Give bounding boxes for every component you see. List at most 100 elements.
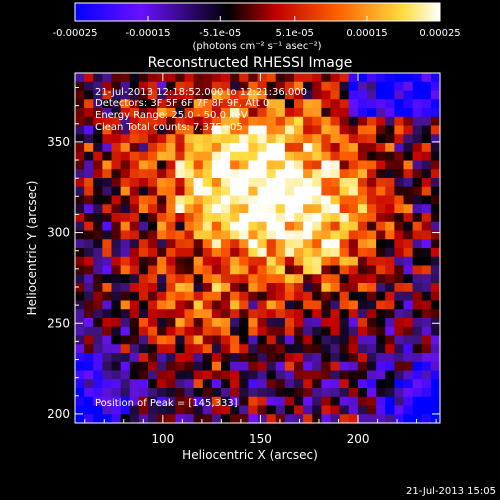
heatmap-cell (211, 230, 222, 240)
heatmap-cell (157, 335, 167, 345)
heatmap-cell (348, 195, 359, 205)
heatmap-cell (321, 116, 331, 126)
heatmap-cell (294, 405, 304, 415)
heatmap-cell (421, 160, 432, 170)
heatmap-cell (75, 248, 85, 258)
heatmap-cell (403, 151, 414, 161)
heatmap-cell (412, 256, 423, 266)
heatmap-cell (211, 344, 222, 354)
heatmap-cell (138, 186, 149, 196)
heatmap-cell (239, 388, 249, 398)
heatmap-cell (111, 213, 122, 223)
heatmap-cell (120, 335, 131, 345)
heatmap-cell (394, 230, 404, 240)
heatmap-cell (239, 99, 249, 109)
heatmap-cell (120, 116, 131, 126)
heatmap-cell (312, 309, 322, 319)
heatmap-cell (403, 396, 414, 406)
heatmap-cell (230, 204, 240, 214)
heatmap-cell (312, 291, 322, 301)
heatmap-cell (430, 204, 441, 214)
heatmap-cell (239, 370, 249, 380)
heatmap-cell (412, 195, 423, 205)
heatmap-cell (421, 178, 432, 188)
heatmap-cell (312, 414, 322, 424)
heatmap-cell (184, 160, 195, 170)
heatmap-cell (430, 178, 441, 188)
heatmap-cell (175, 160, 185, 170)
heatmap-cell (193, 125, 204, 135)
heatmap-cell (175, 370, 185, 380)
heatmap-cell (430, 151, 441, 161)
heatmap-cell (367, 204, 377, 214)
heatmap-cell (303, 213, 313, 223)
heatmap-cell (230, 116, 240, 126)
heatmap-cell (266, 300, 277, 310)
heatmap-cell (148, 213, 158, 223)
heatmap-cell (357, 344, 368, 354)
heatmap-cell (211, 388, 222, 398)
heatmap-cell (211, 213, 222, 223)
heatmap-cell (394, 143, 404, 153)
heatmap-cell (93, 291, 103, 301)
heatmap-cell (376, 221, 386, 231)
heatmap-cell (321, 169, 331, 179)
heatmap-cell (330, 134, 341, 144)
heatmap-cell (430, 221, 441, 231)
heatmap-cell (312, 248, 322, 258)
heatmap-cell (294, 414, 304, 424)
heatmap-cell (230, 178, 240, 188)
heatmap-cell (202, 90, 213, 100)
heatmap-cell (367, 283, 377, 293)
heatmap-cell (403, 108, 414, 118)
heatmap-cell (312, 344, 322, 354)
heatmap-cell (75, 99, 85, 109)
heatmap-cell (275, 230, 286, 240)
heatmap-cell (430, 335, 441, 345)
heatmap-cell (175, 81, 185, 91)
heatmap-cell (138, 134, 149, 144)
heatmap-cell (312, 204, 322, 214)
heatmap-cell (266, 90, 277, 100)
heatmap-cell (312, 160, 322, 170)
heatmap-cell (221, 81, 231, 91)
y-tick-label: 250 (47, 316, 70, 330)
heatmap-cell (330, 248, 341, 258)
heatmap-cell (430, 186, 441, 196)
heatmap-cell (412, 99, 423, 109)
heatmap-cell (403, 405, 414, 415)
heatmap-cell (230, 388, 240, 398)
heatmap-cell (348, 353, 359, 363)
heatmap-cell (312, 283, 322, 293)
heatmap-cell (330, 178, 341, 188)
heatmap-cell (148, 230, 158, 240)
heatmap-cell (230, 213, 240, 223)
heatmap-cell (394, 370, 404, 380)
heatmap-cell (129, 326, 140, 336)
heatmap-cell (138, 160, 149, 170)
heatmap-cell (376, 353, 386, 363)
heatmap-cell (166, 221, 176, 231)
heatmap-cell (148, 291, 158, 301)
heatmap-cell (330, 318, 341, 328)
heatmap-cell (129, 186, 140, 196)
heatmap-cell (184, 116, 195, 126)
heatmap-cell (376, 335, 386, 345)
heatmap-cell (394, 344, 404, 354)
heatmap-cell (230, 73, 240, 83)
heatmap-cell (102, 405, 112, 415)
heatmap-cell (303, 116, 313, 126)
heatmap-cell (202, 239, 213, 249)
heatmap-cell (184, 291, 195, 301)
heatmap-cell (211, 143, 222, 153)
heatmap-cell (357, 143, 368, 153)
heatmap-cell (294, 99, 304, 109)
heatmap-cell (339, 90, 350, 100)
heatmap-cell (157, 221, 167, 231)
heatmap-cell (394, 265, 404, 275)
heatmap-cell (239, 248, 249, 258)
heatmap-cell (284, 379, 295, 389)
heatmap-cell (312, 379, 322, 389)
heatmap-cell (330, 379, 341, 389)
heatmap-cell (312, 265, 322, 275)
